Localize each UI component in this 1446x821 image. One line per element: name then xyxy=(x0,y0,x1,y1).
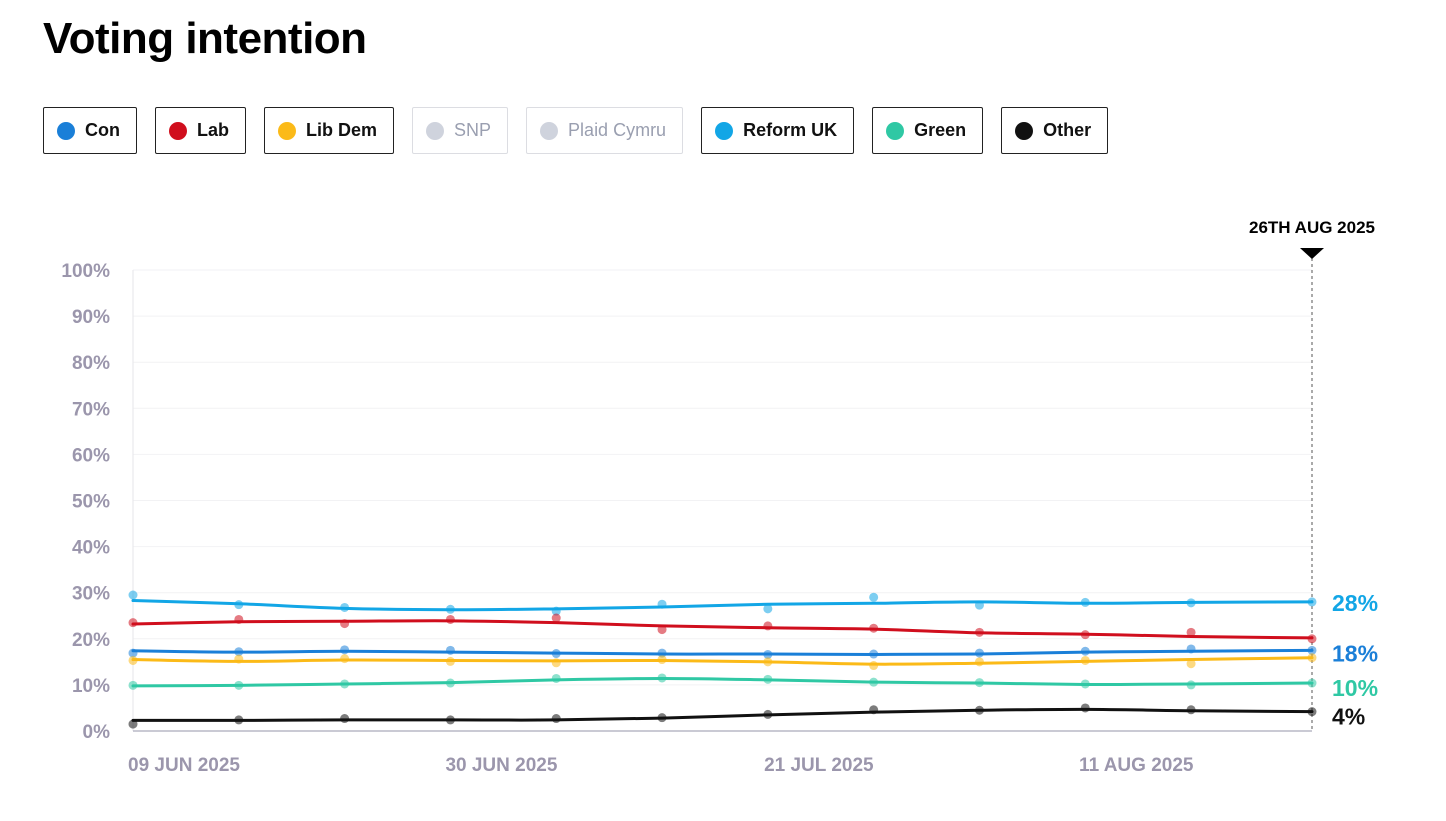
legend-dot-icon xyxy=(715,121,734,140)
y-tick-label: 30% xyxy=(72,584,110,605)
legend-dot-icon xyxy=(169,121,187,140)
legend-dot-icon xyxy=(540,121,559,140)
data-point-reform xyxy=(763,604,773,614)
y-tick-label: 70% xyxy=(72,399,110,420)
y-tick-label: 40% xyxy=(72,538,110,559)
y-tick-label: 90% xyxy=(72,307,110,328)
end-value-label-con: 18% xyxy=(1332,640,1378,666)
y-tick-label: 60% xyxy=(72,445,110,466)
data-point-reform xyxy=(128,590,138,600)
data-point-lab xyxy=(1186,627,1196,637)
data-point-lab xyxy=(551,613,561,623)
legend-toggle-lab[interactable]: Lab xyxy=(155,107,247,154)
y-tick-label: 100% xyxy=(61,261,110,282)
end-value-label-other: 4% xyxy=(1332,704,1365,730)
trend-line-libdem xyxy=(131,656,1314,666)
data-point-libdem xyxy=(1186,659,1196,669)
legend-label: Green xyxy=(914,120,967,140)
legend-toggle-snp[interactable]: SNP xyxy=(412,107,509,154)
trend-line-con xyxy=(131,648,1314,656)
y-tick-label: 80% xyxy=(72,353,110,374)
y-tick-label: 10% xyxy=(72,676,110,697)
legend-label: SNP xyxy=(454,120,492,140)
end-value-label-green: 10% xyxy=(1332,675,1378,701)
y-tick-label: 20% xyxy=(72,630,110,651)
legend-dot-icon xyxy=(57,121,75,140)
y-tick-label: 0% xyxy=(83,722,111,743)
legend: Con Lab Lib Dem SNP Plaid Cymru Reform UK Gree… xyxy=(43,107,1109,154)
date-marker-arrow-icon xyxy=(1300,248,1324,259)
legend-dot-icon xyxy=(1015,121,1034,140)
legend-dot-icon xyxy=(426,121,445,140)
legend-toggle-plaid[interactable]: Plaid Cymru xyxy=(526,107,684,154)
legend-label: Lib Dem xyxy=(306,120,378,140)
legend-label: Con xyxy=(85,120,120,140)
x-tick-label: 21 JUL 2025 xyxy=(764,755,874,776)
x-tick-label: 30 JUN 2025 xyxy=(445,755,557,776)
date-marker-label: 26TH AUG 2025 xyxy=(1249,218,1375,237)
legend-toggle-libdem[interactable]: Lib Dem xyxy=(264,107,395,154)
legend-toggle-other[interactable]: Other xyxy=(1001,107,1109,154)
trend-line-green xyxy=(131,676,1314,688)
x-tick-label: 09 JUN 2025 xyxy=(128,755,240,776)
legend-dot-icon xyxy=(278,121,297,140)
legend-dot-icon xyxy=(886,121,905,140)
legend-toggle-con[interactable]: Con xyxy=(43,107,137,154)
legend-label: Reform UK xyxy=(743,120,838,140)
legend-label: Plaid Cymru xyxy=(568,120,667,140)
data-point-reform xyxy=(869,592,879,602)
end-value-label-reform: 28% xyxy=(1332,590,1378,616)
x-tick-label: 11 AUG 2025 xyxy=(1079,755,1194,776)
trend-line-reform xyxy=(131,599,1314,612)
trend-line-other xyxy=(131,707,1314,722)
legend-label: Other xyxy=(1043,120,1092,140)
trend-line-lab xyxy=(131,619,1314,640)
page-title: Voting intention xyxy=(43,14,367,63)
y-tick-label: 50% xyxy=(72,492,110,513)
legend-label: Lab xyxy=(197,120,230,140)
legend-toggle-reform[interactable]: Reform UK xyxy=(701,107,855,154)
legend-toggle-green[interactable]: Green xyxy=(872,107,984,154)
